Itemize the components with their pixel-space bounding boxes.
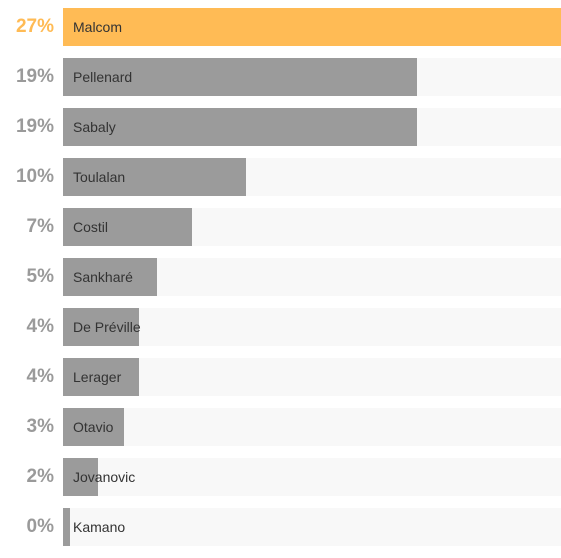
bar-row: 3% Otavio [0,408,561,446]
category-label: Toulalan [73,169,126,185]
bar-track: Toulalan [63,158,561,196]
category-label: Lerager [73,369,122,385]
bar [63,158,246,196]
category-label: Pellenard [73,69,133,85]
bar-track: Sabaly [63,108,561,146]
bar-row: 19% Sabaly [0,108,561,146]
bar-track: Lerager [63,358,561,396]
percent-label: 27% [15,16,54,37]
bar-track: Sankharé [63,258,561,296]
percent-label: 4% [26,366,54,387]
bar-row: 7% Costil [0,208,561,246]
bar-row: 19% Pellenard [0,58,561,96]
bar-track: Costil [63,208,561,246]
percent-label: 0% [26,516,54,537]
percent-label: 19% [15,66,54,87]
bar-track: De Préville [63,308,561,346]
bar [63,58,418,96]
bar [63,208,193,246]
bar-row: 27% Malcom [0,8,561,46]
category-label: Sankharé [73,269,133,285]
bar-row: 5% Sankharé [0,258,561,296]
bar-track: Malcom [63,8,561,46]
percent-label: 10% [15,166,54,187]
bar [63,458,99,496]
bar-track: Kamano [63,508,561,546]
category-label: Malcom [73,19,123,35]
category-label: Sabaly [73,119,116,135]
bar-row: 2% Jovanovic [0,458,561,496]
category-label: Jovanovic [73,469,136,485]
bar [63,8,561,46]
bar-row: 10% Toulalan [0,158,561,196]
percent-label: 5% [26,266,54,287]
bar [63,108,418,146]
bar [63,358,139,396]
bar-track: Otavio [63,408,561,446]
bar [63,408,124,446]
category-label: Otavio [73,419,114,435]
percent-label: 4% [26,316,54,337]
bar-track: Pellenard [63,58,561,96]
bar-track: Jovanovic [63,458,561,496]
category-label: Costil [73,219,109,235]
percent-label: 7% [26,216,54,237]
bar [63,308,139,346]
bar [63,508,71,546]
percent-label: 3% [26,416,54,437]
bar-row: 4% De Préville [0,308,561,346]
percent-label: 19% [15,116,54,137]
bar-row: 0% Kamano [0,508,561,546]
percent-label: 2% [26,466,54,487]
category-label: Kamano [73,519,126,535]
bar [63,258,158,296]
category-label: De Préville [73,319,141,335]
bar-row: 4% Lerager [0,358,561,396]
